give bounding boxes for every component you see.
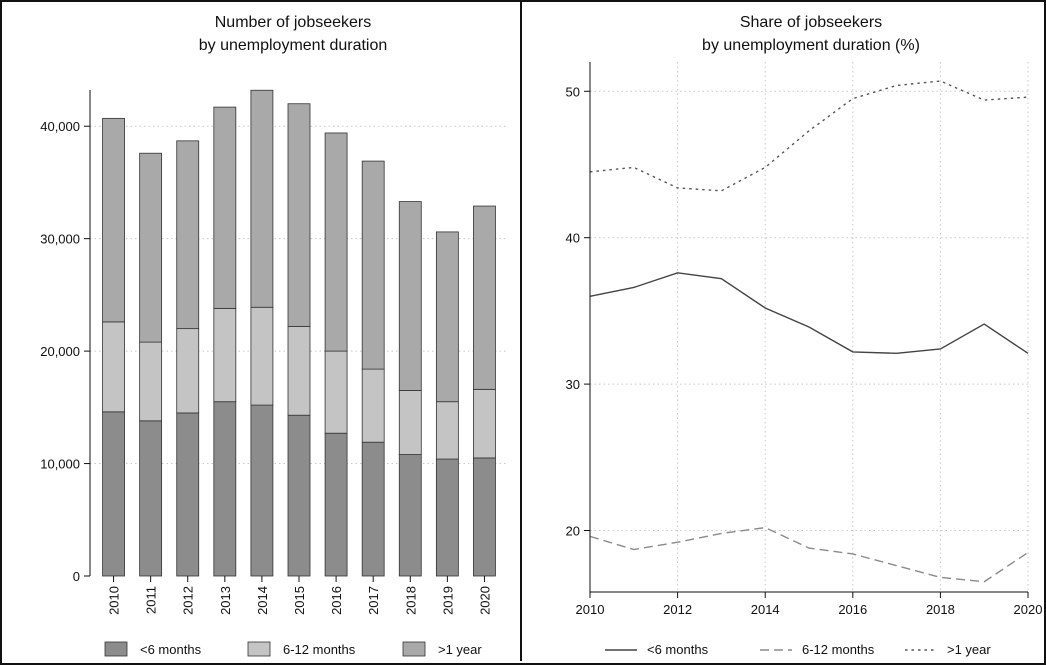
bar-segment	[324, 132, 348, 352]
line-chart-x-tick-label: 2010	[576, 602, 605, 617]
line-chart-x-tick-label: 2014	[751, 602, 780, 617]
legend-label: <6 months	[647, 642, 709, 657]
bar-segment	[213, 307, 237, 403]
line-series-solid	[589, 272, 1029, 355]
bar-segment	[176, 140, 200, 330]
line-chart-y-tick-label: 40	[566, 231, 580, 246]
bar-chart-x-tick-label: 2011	[144, 586, 159, 614]
bar-chart-x-tick-label: 2015	[292, 586, 307, 615]
bar-chart-x-tick-label: 2012	[181, 586, 196, 615]
bar-segment	[213, 106, 237, 309]
panel-divider	[520, 2, 522, 661]
bar-segment	[102, 411, 125, 577]
line-chart-gridlines	[589, 62, 1029, 592]
legend-swatch	[402, 641, 426, 657]
bar-chart-x-tick-label: 2020	[477, 586, 492, 615]
line-chart-y-tick-label: 50	[566, 84, 580, 99]
bar-segment	[361, 368, 385, 443]
bar-chart-panel: Number of jobseekers by unemployment dur…	[40, 14, 508, 657]
bar-chart-x-tick-label: 2013	[218, 586, 233, 615]
legend-label: <6 months	[140, 642, 202, 657]
bar-chart-subtitle: by unemployment duration	[199, 37, 388, 54]
bar-segment	[287, 325, 311, 416]
bar-segment	[250, 306, 274, 406]
line-chart-x-tick-label: 2020	[1014, 602, 1043, 617]
bar-segment	[361, 160, 385, 370]
line-chart-y-tick-label: 30	[566, 377, 580, 392]
bar-segment	[139, 420, 163, 577]
line-chart-series	[589, 80, 1029, 583]
bar-segment	[102, 321, 125, 413]
legend-label: 6-12 months	[283, 642, 356, 657]
legend-label: 6-12 months	[802, 642, 875, 657]
bar-chart-legend: <6 months 6-12 months >1 year	[104, 641, 482, 657]
bar-chart-x-tick-label: 2017	[366, 586, 381, 615]
bar-segment	[213, 401, 237, 577]
bar-chart-x-tick-label: 2018	[403, 586, 418, 615]
bar-segment	[473, 388, 496, 459]
line-chart-x-tick-label: 2018	[926, 602, 955, 617]
line-chart-axes: 20 30 40 50 2010 2012 2014 2016 2018 2020	[566, 62, 1043, 617]
bar-segment	[139, 341, 163, 422]
bar-chart-y-tick-label: 20,000	[40, 344, 80, 359]
line-chart-title: Share of jobseekers	[740, 14, 882, 31]
legend-swatch	[247, 641, 271, 657]
bar-segment	[139, 152, 163, 343]
bar-segment	[435, 401, 459, 460]
bar-chart-x-tick-label: 2014	[255, 586, 270, 615]
bar-segment	[287, 103, 311, 327]
bar-chart-y-tick-label: 0	[73, 569, 80, 584]
bar-segment	[176, 412, 200, 577]
bar-segment	[435, 458, 459, 577]
bar-segment	[250, 404, 274, 577]
bar-chart-y-tick-label: 30,000	[40, 232, 80, 247]
bar-chart-title: Number of jobseekers	[215, 14, 372, 31]
bar-segment	[176, 328, 200, 414]
bar-chart-x-tick-label: 2016	[329, 586, 344, 615]
bar-chart-bars	[102, 89, 496, 577]
bar-chart-y-tick-label: 40,000	[40, 119, 80, 134]
bar-segment	[435, 231, 459, 403]
bar-chart-x-tick-label: 2010	[107, 586, 122, 615]
line-chart-x-tick-label: 2012	[663, 602, 692, 617]
legend-swatch	[104, 641, 128, 657]
line-series-dotted	[589, 80, 1029, 192]
bar-segment	[398, 201, 422, 391]
legend-label: >1 year	[438, 642, 482, 657]
bar-segment	[473, 457, 496, 577]
line-chart-panel: Share of jobseekers by unemployment dura…	[566, 14, 1043, 657]
bar-segment	[324, 432, 348, 577]
legend-label: >1 year	[947, 642, 991, 657]
bar-segment	[473, 205, 496, 390]
bar-segment	[361, 441, 385, 577]
bar-segment	[398, 390, 422, 455]
bar-segment	[324, 350, 348, 434]
bar-chart-x-tick-label: 2019	[440, 586, 455, 615]
bar-chart-y-tick-label: 10,000	[40, 457, 80, 472]
line-series-dashed	[589, 526, 1029, 583]
bar-chart-axes: 0 10,000 20,000 30,000 40,000 2010 2011 2012 201…	[40, 90, 492, 615]
line-chart-y-tick-label: 20	[566, 524, 580, 539]
bar-segment	[287, 414, 311, 577]
line-chart-legend: <6 months 6-12 months >1 year	[605, 642, 991, 657]
line-chart-subtitle: by unemployment duration (%)	[702, 37, 920, 54]
line-chart-x-tick-label: 2016	[838, 602, 867, 617]
bar-segment	[250, 89, 274, 308]
bar-segment	[102, 117, 125, 323]
bar-segment	[398, 454, 422, 577]
